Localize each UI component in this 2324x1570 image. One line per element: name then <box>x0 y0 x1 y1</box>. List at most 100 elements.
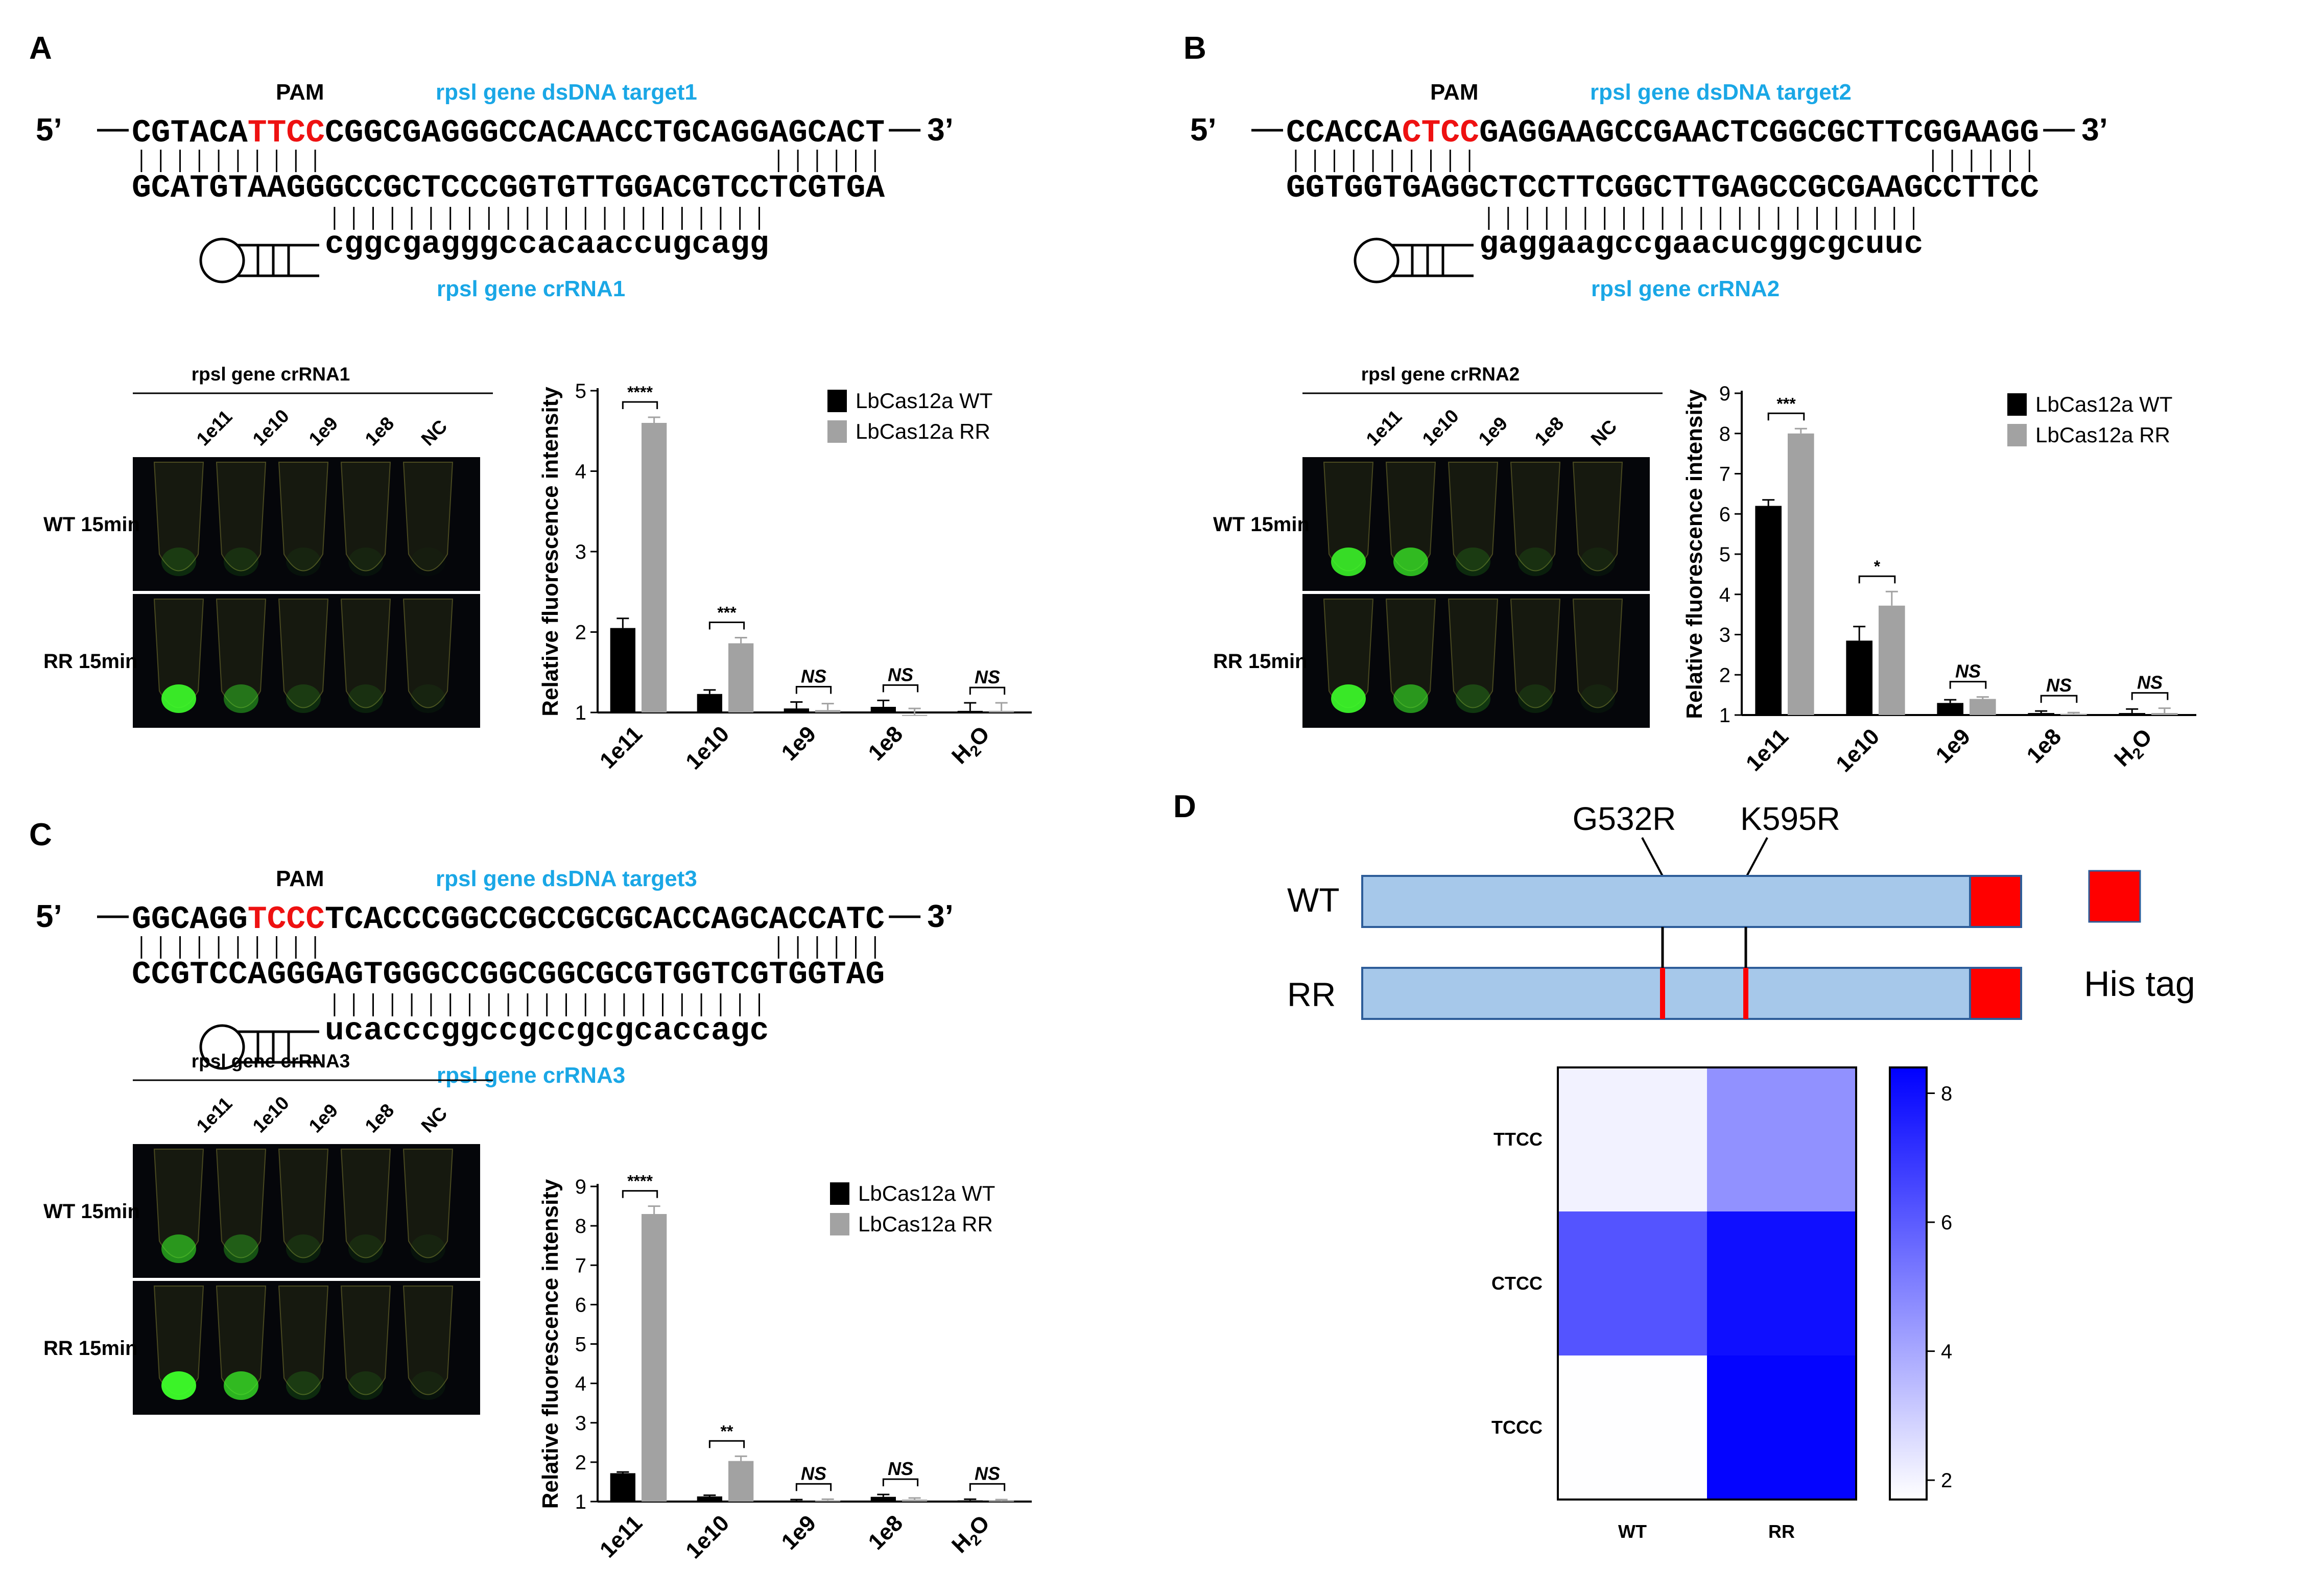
significance-bracket <box>882 1478 919 1487</box>
heatmap-row-label: TTCC <box>1493 1129 1543 1150</box>
mutation-label: G532R <box>1573 800 1676 837</box>
colorbar-tick-label: 4 <box>1941 1341 1952 1363</box>
top-strand-5prime-part: CCACCA <box>1286 115 1402 151</box>
significance-label: **** <box>627 383 653 401</box>
tube-icon <box>278 1286 329 1395</box>
tube-icon <box>1448 599 1499 708</box>
significance-bracket <box>795 1483 832 1491</box>
fluorescence-glow <box>1518 548 1553 576</box>
heatmap-cell <box>1558 1211 1707 1355</box>
tube-icon <box>402 1149 454 1258</box>
significance-label: *** <box>717 604 737 622</box>
crrna-sequence: gaggaagccgaacucggcgcuuc <box>1479 226 1923 263</box>
lane-label: 1e8 <box>361 1100 398 1137</box>
tube-image-B: rpsl gene crRNA2 1e11 1e10 1e9 1e8 NC WT 15min… <box>1213 364 1663 728</box>
legend-label: LbCas12a WT <box>2035 392 2172 416</box>
tube-icon <box>340 462 391 572</box>
legend-label: LbCas12a RR <box>856 419 990 443</box>
fluorescence-glow <box>348 684 383 713</box>
pam-label: PAM <box>276 80 324 105</box>
significance-label: NS <box>801 1463 826 1484</box>
fluorescence-glow <box>161 548 196 576</box>
bar-rr <box>1970 699 1996 715</box>
significance-bracket <box>969 1483 1006 1491</box>
y-tick-label: 7 <box>1719 463 1730 486</box>
tube-icon <box>216 599 267 708</box>
heatmap-cell <box>1707 1067 1856 1211</box>
y-tick-label: 4 <box>1719 584 1730 606</box>
fluorescence-glow <box>1580 548 1615 576</box>
pam-sequence: TCCC <box>248 901 325 938</box>
bar-rr <box>902 715 928 716</box>
heatmap-col-label: RR <box>1768 1521 1795 1542</box>
fluorescence-glow <box>1393 548 1428 576</box>
lane-label: 1e8 <box>361 413 398 450</box>
bar-wt <box>784 708 809 712</box>
fluorescence-glow <box>348 1371 383 1400</box>
crrna-hairpin-icon <box>199 1024 245 1070</box>
fluorescence-glow <box>1518 684 1553 713</box>
significance-label: NS <box>888 664 913 685</box>
y-tick-label: 3 <box>1719 624 1730 647</box>
category-label: 1e11 <box>595 721 647 773</box>
significance-bracket <box>969 686 1006 695</box>
bar-rr <box>728 643 754 712</box>
fluorescence-glow <box>1456 684 1490 713</box>
bar-chart-2: 1 2 3 4 5 6 7 8 9 Relative fluorescence intensity… <box>538 1172 1032 1563</box>
dsdna-target-label: rpsl gene dsDNA target3 <box>436 866 697 891</box>
top-strand-sequence: CGTACATTCCCGGCGAGGGCCACAACCTGCAGGAGCACT <box>132 115 885 151</box>
bar-rr <box>815 1500 841 1502</box>
y-tick-label: 5 <box>575 380 586 402</box>
bar-rr <box>1788 433 1814 715</box>
row-label: RR 15min <box>43 650 138 673</box>
heatmap-row-label: CTCC <box>1491 1273 1543 1294</box>
lane-label: NC <box>1587 416 1621 450</box>
legend-swatch <box>827 390 847 412</box>
y-tick-label: 6 <box>1719 503 1730 526</box>
tube-icon <box>340 1286 391 1395</box>
five-prime-label: 5’ <box>36 112 62 148</box>
lane-label: 1e11 <box>1362 406 1406 450</box>
fluorescence-glow <box>224 1234 258 1263</box>
pam-sequence: TTCC <box>248 115 325 151</box>
panel-letter-B: B <box>1183 31 1206 66</box>
category-label: 1e9 <box>777 1510 821 1555</box>
bar-rr <box>989 1501 1014 1502</box>
legend-swatch <box>830 1182 849 1205</box>
tube-icon <box>278 1149 329 1258</box>
lane-label: 1e10 <box>249 1092 293 1136</box>
gel-title: rpsl gene crRNA1 <box>192 364 350 385</box>
y-tick-label: 2 <box>575 622 586 644</box>
fluorescence-glow <box>161 684 196 713</box>
mutation-site-marker <box>1660 968 1665 1019</box>
lane-label: 1e8 <box>1531 413 1568 450</box>
panel-d: D G532R K595R WT RR His tag TTCC CTCC TCCC WT RR 2 4… <box>1173 789 2195 1542</box>
y-tick-label: 4 <box>575 1373 586 1395</box>
colorbar-tick-label: 6 <box>1941 1211 1952 1234</box>
bar-wt <box>1937 703 1963 715</box>
significance-label: *** <box>1776 394 1796 413</box>
heatmap-cell <box>1707 1211 1856 1355</box>
tube-icon <box>278 599 329 708</box>
significance-bracket <box>708 1440 745 1448</box>
tube-icon <box>402 599 454 708</box>
heatmap-cell <box>1707 1355 1856 1500</box>
three-prime-label: 3’ <box>2081 112 2108 148</box>
fluorescence-glow <box>411 548 445 576</box>
significance-label: NS <box>801 666 826 687</box>
crrna-sequence: ucacccggccgccgcgcaccagc <box>325 1013 769 1049</box>
significance-label: NS <box>888 1458 913 1479</box>
y-tick-label: 9 <box>575 1176 586 1198</box>
y-tick-label: 2 <box>575 1452 586 1474</box>
row-label: WT 15min <box>43 1200 140 1223</box>
crrna-sequence: cggcgagggccacaaccugcagg <box>325 226 769 263</box>
category-label: 1e8 <box>2022 724 2067 768</box>
fluorescence-glow <box>1393 684 1428 713</box>
category-label: 1e10 <box>681 721 734 774</box>
dsdna-target-label: rpsl gene dsDNA target1 <box>436 80 697 105</box>
category-label: 1e11 <box>1741 724 1793 776</box>
panel-letter-C: C <box>29 817 52 852</box>
tube-icon <box>1510 599 1561 708</box>
bar-wt <box>784 1501 809 1502</box>
